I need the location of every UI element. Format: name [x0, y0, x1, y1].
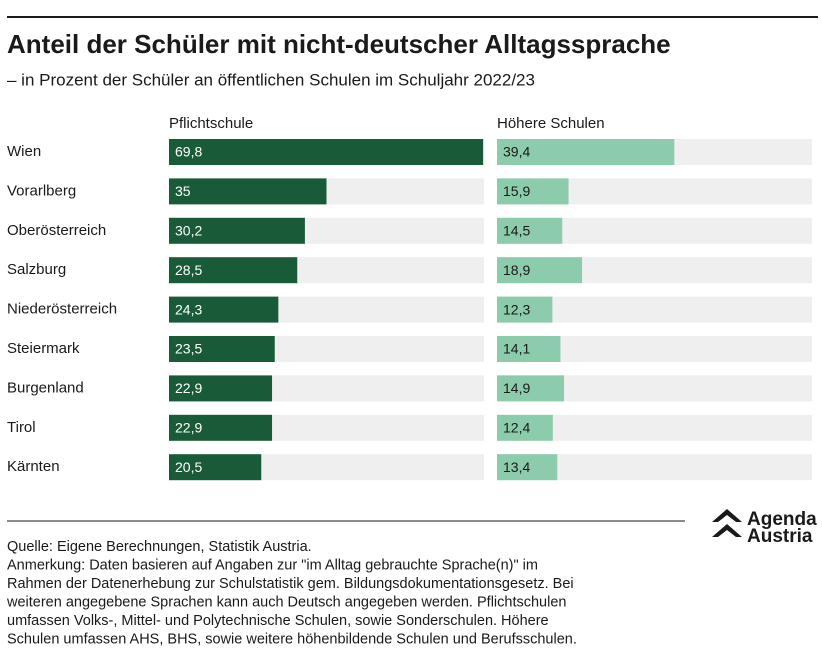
chart-title: Anteil der Schüler mit nicht-deutscher A… — [7, 29, 671, 59]
value-label: 14,1 — [503, 341, 530, 357]
bar — [497, 414, 553, 441]
category-label: Steiermark — [7, 340, 80, 357]
category-label: Salzburg — [7, 261, 66, 278]
category-label: Tirol — [7, 419, 36, 436]
series-header: Höhere Schulen — [497, 115, 605, 132]
category-label: Niederösterreich — [7, 301, 117, 318]
value-label: 69,8 — [175, 144, 202, 160]
value-label: 18,9 — [503, 262, 530, 278]
bar — [497, 257, 583, 284]
bar — [497, 375, 565, 402]
bar — [497, 178, 569, 205]
footer-source: Quelle: Eigene Berechnungen, Statistik A… — [7, 539, 312, 555]
value-label: 28,5 — [175, 262, 202, 278]
bar — [497, 454, 558, 481]
chart-subtitle: – in Prozent der Schüler an öffentlichen… — [7, 70, 535, 89]
bar — [169, 336, 275, 362]
footer-note: umfassen Volks-, Mittel- und Polytechnis… — [7, 613, 549, 629]
bar — [169, 296, 279, 323]
bar — [169, 139, 484, 165]
value-label: 23,5 — [175, 341, 202, 357]
value-label: 30,2 — [175, 223, 202, 239]
category-label: Burgenland — [7, 379, 84, 396]
footer-note: weiteren angegebene Sprachen kann auch D… — [6, 594, 566, 610]
bar — [169, 178, 327, 205]
bar — [169, 375, 273, 402]
value-label: 14,5 — [503, 223, 530, 239]
logo-text: Austria — [747, 526, 813, 547]
category-label: Kärnten — [7, 458, 60, 475]
bar — [169, 217, 305, 244]
category-label: Vorarlberg — [7, 182, 76, 199]
series-header: Pflichtschule — [169, 115, 253, 132]
footer-note: Rahmen der Datenerhebung zur Schulstatis… — [7, 576, 574, 592]
bar — [169, 414, 273, 441]
value-label: 39,4 — [503, 144, 530, 160]
value-label: 22,9 — [175, 380, 202, 396]
bar — [169, 454, 262, 481]
footer-note: Anmerkung: Daten basieren auf Angaben zu… — [7, 557, 538, 573]
value-label: 22,9 — [175, 420, 202, 436]
value-label: 12,4 — [503, 420, 530, 436]
value-label: 15,9 — [503, 183, 530, 199]
bar — [169, 257, 298, 284]
bar — [497, 296, 553, 323]
value-label: 24,3 — [175, 301, 202, 317]
bar — [497, 336, 561, 362]
logo-icon — [712, 509, 742, 537]
bar — [497, 139, 675, 165]
value-label: 13,4 — [503, 459, 530, 475]
value-label: 12,3 — [503, 301, 530, 317]
category-label: Oberösterreich — [7, 222, 106, 239]
logo-text: Agenda — [747, 509, 817, 530]
value-label: 35 — [175, 183, 191, 199]
footer-note: Schulen umfassen AHS, BHS, sowie weitere… — [7, 631, 577, 647]
category-label: Wien — [7, 143, 41, 160]
value-label: 14,9 — [503, 380, 530, 396]
value-label: 20,5 — [175, 459, 202, 475]
bar — [497, 217, 563, 244]
